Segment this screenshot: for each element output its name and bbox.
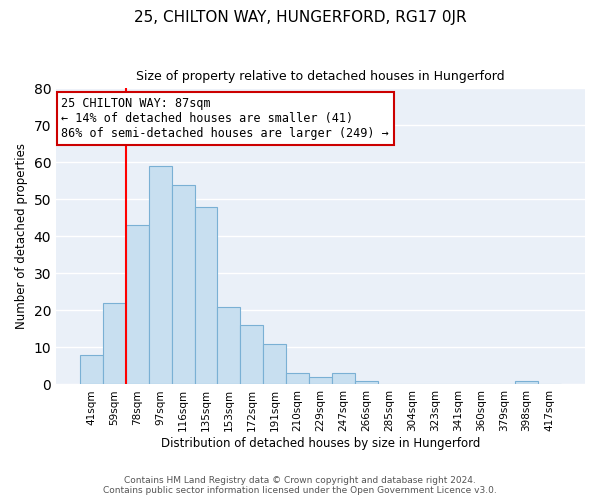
Bar [172, 184, 194, 384]
X-axis label: Distribution of detached houses by size in Hungerford: Distribution of detached houses by size … [161, 437, 480, 450]
Bar [103, 303, 126, 384]
Bar [355, 381, 378, 384]
Bar [126, 226, 149, 384]
Bar [194, 207, 217, 384]
Text: 25, CHILTON WAY, HUNGERFORD, RG17 0JR: 25, CHILTON WAY, HUNGERFORD, RG17 0JR [134, 10, 466, 25]
Title: Size of property relative to detached houses in Hungerford: Size of property relative to detached ho… [136, 70, 505, 83]
Bar [263, 344, 286, 384]
Text: Contains HM Land Registry data © Crown copyright and database right 2024.
Contai: Contains HM Land Registry data © Crown c… [103, 476, 497, 495]
Y-axis label: Number of detached properties: Number of detached properties [15, 144, 28, 330]
Bar [149, 166, 172, 384]
Bar [241, 325, 263, 384]
Bar [217, 306, 241, 384]
Bar [309, 377, 332, 384]
Bar [515, 381, 538, 384]
Text: 25 CHILTON WAY: 87sqm
← 14% of detached houses are smaller (41)
86% of semi-deta: 25 CHILTON WAY: 87sqm ← 14% of detached … [61, 97, 389, 140]
Bar [80, 355, 103, 384]
Bar [286, 374, 309, 384]
Bar [332, 374, 355, 384]
